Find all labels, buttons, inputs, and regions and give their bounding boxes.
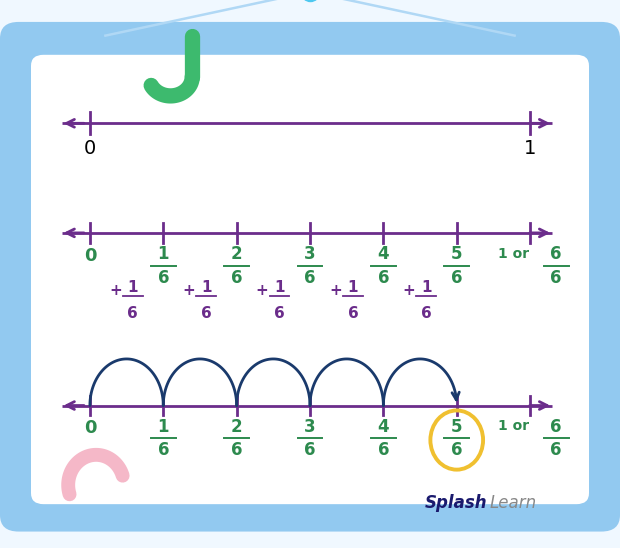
Text: 6: 6 xyxy=(421,306,432,321)
Text: 1: 1 xyxy=(157,418,169,436)
Text: 2: 2 xyxy=(231,245,242,263)
Text: 1: 1 xyxy=(348,280,358,295)
Text: 0: 0 xyxy=(84,139,96,158)
Text: 0: 0 xyxy=(84,419,96,437)
Text: 1 or: 1 or xyxy=(498,419,529,433)
Text: +: + xyxy=(256,283,268,298)
Text: +: + xyxy=(402,283,415,298)
Text: 6: 6 xyxy=(127,306,138,321)
Text: 6: 6 xyxy=(274,306,285,321)
Text: 5: 5 xyxy=(451,418,463,436)
Text: 5: 5 xyxy=(451,245,463,263)
Text: 6: 6 xyxy=(551,245,562,263)
Text: 6: 6 xyxy=(378,269,389,287)
Text: 4: 4 xyxy=(378,418,389,436)
Text: 3: 3 xyxy=(304,245,316,263)
Text: 6: 6 xyxy=(304,269,316,287)
Text: 1: 1 xyxy=(421,280,432,295)
Text: 0: 0 xyxy=(84,247,96,265)
Text: 4: 4 xyxy=(378,245,389,263)
Text: Splash: Splash xyxy=(425,494,487,511)
Text: 1: 1 xyxy=(157,245,169,263)
Text: 1: 1 xyxy=(274,280,285,295)
Text: 6: 6 xyxy=(231,441,242,459)
Text: 6: 6 xyxy=(231,269,242,287)
Text: 6: 6 xyxy=(378,441,389,459)
Text: 6: 6 xyxy=(451,441,463,459)
Text: +: + xyxy=(329,283,342,298)
Text: 6: 6 xyxy=(157,269,169,287)
Text: 3: 3 xyxy=(304,418,316,436)
Text: 6: 6 xyxy=(304,441,316,459)
Text: 6: 6 xyxy=(551,441,562,459)
Text: 2: 2 xyxy=(231,418,242,436)
Text: +: + xyxy=(109,283,122,298)
Text: Learn: Learn xyxy=(490,494,537,511)
Text: 1 or: 1 or xyxy=(498,247,529,261)
Text: 6: 6 xyxy=(551,269,562,287)
FancyBboxPatch shape xyxy=(0,22,620,532)
Text: 6: 6 xyxy=(451,269,463,287)
Text: 1: 1 xyxy=(201,280,211,295)
FancyBboxPatch shape xyxy=(31,55,589,504)
Text: 6: 6 xyxy=(157,441,169,459)
Text: 6: 6 xyxy=(551,418,562,436)
Text: 1: 1 xyxy=(524,139,536,158)
Text: +: + xyxy=(182,283,195,298)
Text: 6: 6 xyxy=(347,306,358,321)
Text: 6: 6 xyxy=(201,306,211,321)
Text: 1: 1 xyxy=(128,280,138,295)
